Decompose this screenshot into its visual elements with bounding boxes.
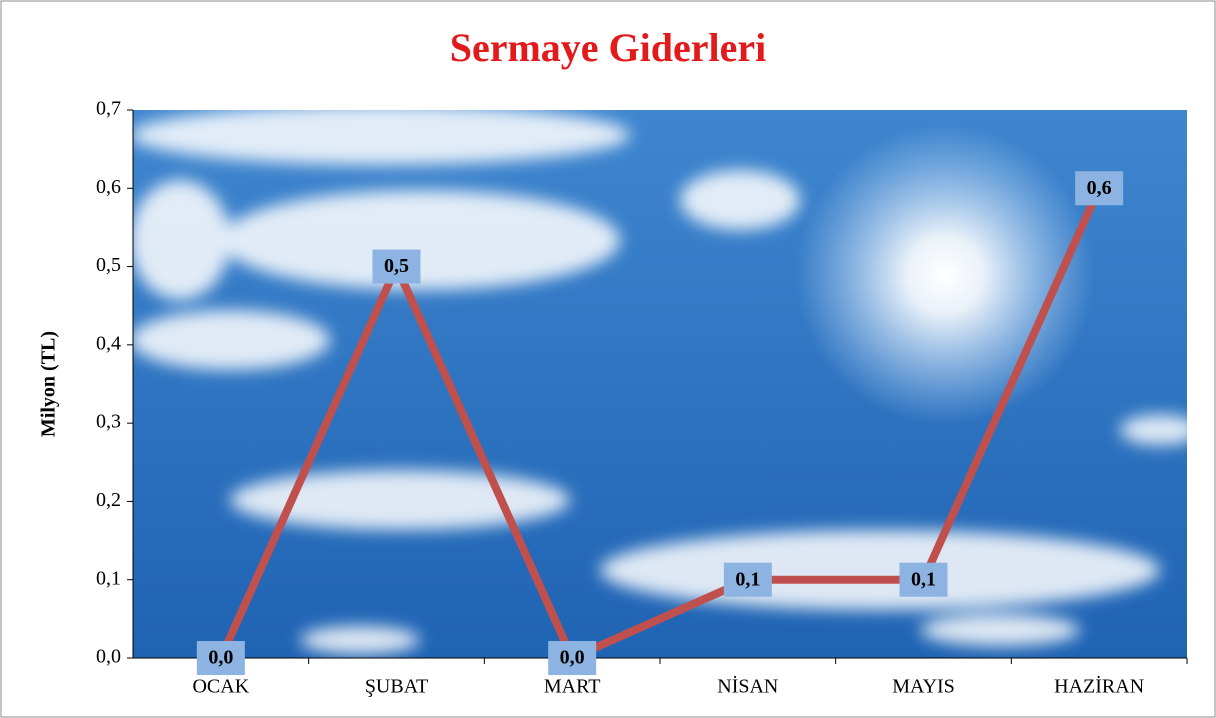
x-tick-label: MAYIS [892,676,955,698]
data-label: 0,6 [1087,177,1112,199]
y-tick-label: 0,0 [96,646,121,668]
y-tick-label: 0,4 [96,332,121,354]
x-tick-label: OCAK [192,676,249,698]
plot-background [130,105,1200,658]
data-label: 0,0 [208,647,233,669]
chart-title: Sermaye Giderleri [450,25,767,70]
x-tick-label: MART [544,676,601,698]
y-tick-label: 0,1 [96,567,121,589]
data-label: 0,0 [560,647,585,669]
x-tick-label: NİSAN [717,675,778,698]
x-tick-label: ŞUBAT [365,676,428,698]
y-tick-label: 0,2 [96,489,121,511]
y-tick-label: 0,6 [96,176,121,198]
y-tick-label: 0,5 [96,254,121,276]
y-tick-label: 0,7 [96,98,121,120]
x-tick-label: HAZİRAN [1054,675,1144,698]
data-label: 0,1 [735,568,760,590]
y-axis-label: Milyon (TL) [38,331,60,437]
data-label: 0,1 [911,568,936,590]
data-label: 0,5 [384,255,409,277]
chart: Sermaye Giderleri Milyon (TL) 0,0 0,1 0,2 0… [0,0,1216,718]
y-tick-label: 0,3 [96,411,121,433]
